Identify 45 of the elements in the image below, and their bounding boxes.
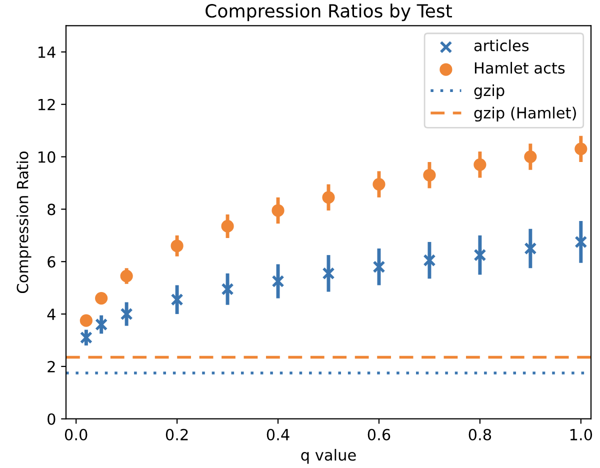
point bbox=[524, 242, 537, 255]
point bbox=[170, 240, 184, 252]
x-tick-label: 0.4 bbox=[266, 428, 290, 440]
y-tick-label: 14 bbox=[38, 46, 56, 58]
point bbox=[80, 314, 92, 327]
point bbox=[574, 142, 588, 156]
y-tick-label: 0 bbox=[48, 413, 56, 425]
point bbox=[221, 282, 234, 296]
point bbox=[322, 191, 335, 204]
y-tick-label: 4 bbox=[47, 308, 56, 320]
point bbox=[372, 178, 386, 191]
point bbox=[474, 158, 486, 171]
x-tick-label: 0.0 bbox=[64, 428, 88, 440]
point bbox=[272, 274, 284, 288]
point bbox=[474, 248, 486, 262]
y-axis-title: Compression Ratio bbox=[16, 152, 32, 294]
point bbox=[120, 308, 133, 320]
point bbox=[524, 150, 537, 164]
point bbox=[170, 293, 184, 306]
x-tick-label: 0.6 bbox=[368, 428, 390, 440]
point bbox=[423, 168, 436, 182]
y-tick-label: 6 bbox=[48, 256, 56, 268]
x-tick-label: 0.2 bbox=[166, 428, 188, 440]
y-tick-label: 12 bbox=[38, 98, 55, 110]
legend-label: Hamlet acts bbox=[474, 62, 565, 74]
x-tick-label: 1.0 bbox=[570, 428, 592, 440]
legend-label: articles bbox=[474, 39, 529, 52]
point bbox=[95, 292, 108, 305]
y-tick-label: 2 bbox=[48, 360, 55, 372]
point bbox=[423, 254, 436, 267]
x-axis-title: q value bbox=[301, 448, 356, 464]
point bbox=[95, 318, 108, 331]
point bbox=[80, 331, 92, 344]
y-tick-label: 8 bbox=[48, 204, 56, 216]
legend-label: gzip (Hamlet) bbox=[474, 106, 576, 122]
y-tick-label: 10 bbox=[38, 151, 56, 163]
chart-title: Compression Ratios by Test bbox=[206, 4, 452, 22]
point bbox=[372, 260, 386, 274]
point bbox=[272, 204, 284, 217]
x-tick-label: 0.8 bbox=[468, 428, 492, 440]
point bbox=[221, 220, 234, 233]
point bbox=[120, 270, 133, 282]
point bbox=[322, 267, 335, 280]
point bbox=[574, 236, 588, 248]
legend-label: gzip bbox=[474, 84, 504, 100]
